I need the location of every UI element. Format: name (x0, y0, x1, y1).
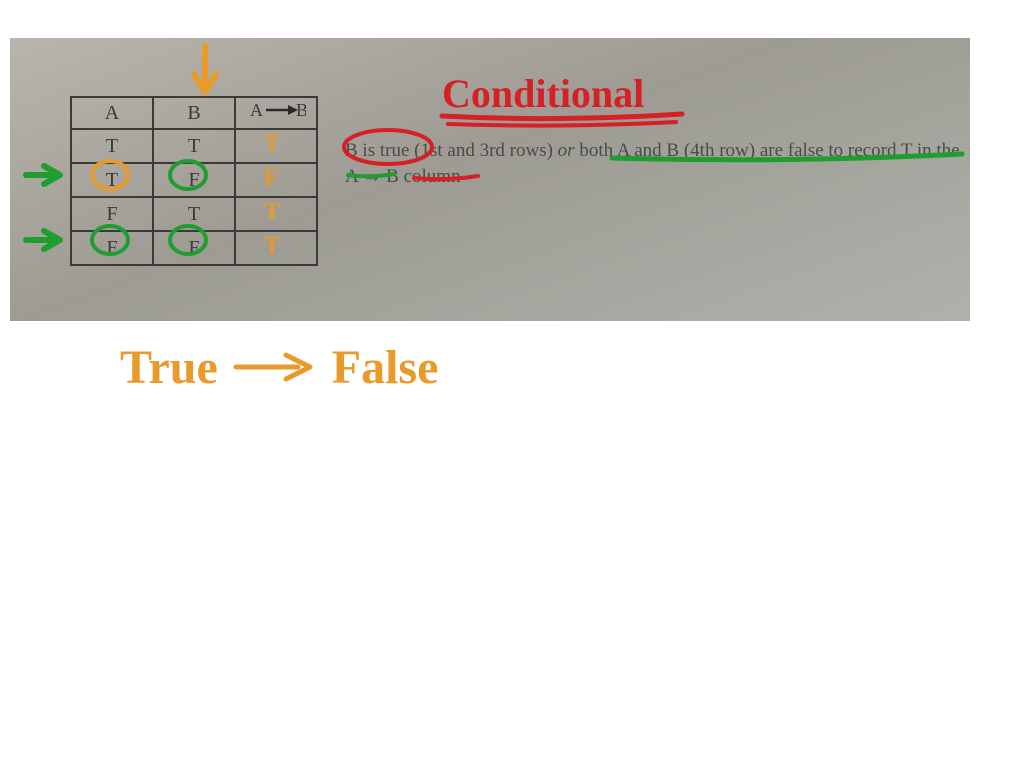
table-row: F T T (71, 197, 317, 231)
cell-result: T (235, 197, 317, 231)
explain-or: or (558, 140, 575, 161)
table-header-row: A B A B (71, 97, 317, 129)
bottom-note: True False (120, 340, 438, 395)
arrow-icon (230, 344, 320, 399)
svg-text:B: B (296, 100, 306, 120)
cell-result: F (235, 163, 317, 197)
cell-result: T (235, 231, 317, 265)
explanation-text: B is true (1st and 3rd rows) or both A a… (345, 138, 965, 189)
bottom-note-true: True (120, 341, 218, 394)
explain-p3: both A and B (4th row) are false to (575, 140, 848, 161)
table-row: F F T (71, 231, 317, 265)
truth-table: A B A B T T T T F F F T T F F T (70, 96, 318, 266)
svg-text:A: A (250, 100, 263, 120)
implies-arrow-icon: A B (246, 99, 306, 121)
cell-result: T (235, 129, 317, 163)
cell-A: F (71, 231, 153, 265)
explain-p4: record T (848, 140, 912, 161)
bottom-note-false: False (332, 341, 439, 394)
table-row: T T T (71, 129, 317, 163)
col-A-header: A (71, 97, 153, 129)
title-conditional: Conditional (442, 70, 644, 117)
cell-B: T (153, 197, 235, 231)
table-row: T F F (71, 163, 317, 197)
col-AimpB-header: A B (235, 97, 317, 129)
cell-A: T (71, 163, 153, 197)
cell-A: T (71, 129, 153, 163)
explain-p1: B is true (345, 140, 409, 161)
cell-A: F (71, 197, 153, 231)
cell-B: T (153, 129, 235, 163)
col-B-header: B (153, 97, 235, 129)
cell-B: F (153, 163, 235, 197)
cell-B: F (153, 231, 235, 265)
explain-p2: (1st and 3rd rows) (409, 140, 557, 161)
